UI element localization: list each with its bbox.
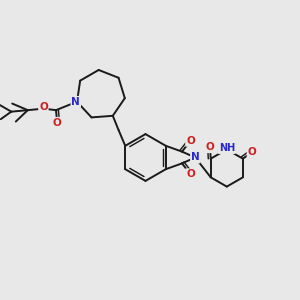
Text: O: O [206,142,214,152]
Text: N: N [191,152,200,163]
Text: O: O [186,136,195,146]
Text: O: O [39,103,48,112]
Text: O: O [53,118,62,128]
Text: NH: NH [219,143,235,153]
Text: O: O [186,169,195,179]
Text: N: N [71,97,80,107]
Text: O: O [248,147,256,157]
